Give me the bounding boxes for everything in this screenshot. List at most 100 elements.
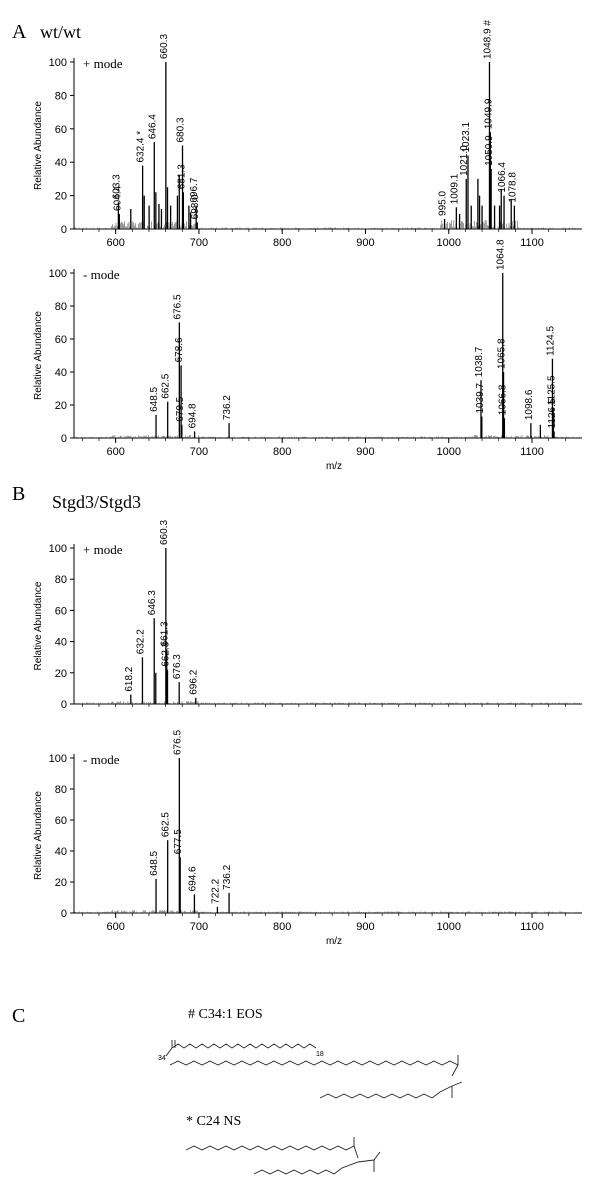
y-tick-label: 100 [49, 543, 67, 555]
ns-fatty-chain [185, 1145, 355, 1151]
eos-c18-sub: 18 [316, 1051, 324, 1058]
eos-ester-chain [171, 1043, 317, 1049]
panel-b-title: Stgd3/Stgd3 [52, 492, 141, 512]
peak-label: 1066.8 [497, 384, 508, 415]
panel-b-letter: B [12, 483, 25, 505]
baseline-noise [74, 910, 581, 913]
y-tick-label: 20 [55, 668, 67, 680]
peak-label: 679.5 [175, 396, 186, 421]
peak-label: 676.5 [172, 730, 183, 755]
y-tick-label: 20 [55, 400, 67, 412]
x-tick-label: 800 [273, 237, 291, 249]
y-axis-title: Relative Abundance [33, 791, 44, 880]
peak-label: 1125.5 [546, 375, 557, 405]
x-tick-label: 800 [273, 921, 291, 933]
peak-label: 1048.9 # [482, 20, 493, 59]
peak-label: 662.5 [161, 812, 172, 837]
peak-label: 646.4 [147, 114, 158, 139]
spectrum-b-positive: 0 20 40 60 80 100 Relative Abundance + mode 618.… [33, 520, 582, 711]
y-tick-label: 60 [55, 605, 67, 617]
eos-long-chain [169, 1060, 459, 1066]
peak-label: 995.0 [438, 191, 449, 216]
y-tick-label: 80 [55, 90, 67, 102]
eos-sphingoid-oh-bond [451, 1081, 463, 1087]
eos-c34-sub: 34 [158, 1055, 166, 1062]
y-tick-label: 20 [55, 191, 67, 203]
peak-label: 660.3 [159, 520, 170, 545]
panel-a-letter: A [12, 21, 27, 43]
ns-label: * C24 NS [186, 1114, 241, 1129]
peak-label: 696.2 [189, 669, 200, 694]
y-tick-label: 60 [55, 334, 67, 346]
structure-c24-ns: * C24 NS [185, 1114, 381, 1175]
peak-label: 1126.5 [547, 398, 558, 428]
x-axis-title: m/z [326, 461, 342, 472]
spectrum-a-negative: 0 20 40 60 80 100 600 700 800 900 1000 1100 Relative… [33, 239, 582, 472]
peak-label: 1066.4 [497, 162, 508, 193]
peak-label: 662.3 [161, 641, 172, 666]
y-tick-label: 40 [55, 846, 67, 858]
y-tick-label: 20 [55, 877, 67, 889]
spectrum-a-positive: 0 20 40 60 80 100 600 700 800 900 1000 1100 Relative… [33, 20, 582, 249]
x-tick-label: 600 [106, 237, 124, 249]
y-tick-label: 60 [55, 124, 67, 136]
peak-label: 736.2 [222, 864, 233, 889]
peak-label: 698.0 [190, 194, 201, 219]
peak-label: 1038.7 [474, 346, 485, 377]
peak-label: 662.5 [161, 373, 172, 398]
x-tick-label: 700 [190, 237, 208, 249]
baseline-noise [74, 435, 581, 438]
y-tick-label: 40 [55, 157, 67, 169]
peak-label: 1064.8 [496, 239, 507, 270]
peak-label: 632.2 [135, 629, 146, 654]
x-tick-label: 600 [106, 446, 124, 458]
peak-label: 1050.9 [484, 135, 495, 166]
y-tick-label: 0 [61, 224, 67, 236]
eos-sphingoid-chain [319, 1085, 453, 1099]
x-tick-label: 900 [356, 921, 374, 933]
y-tick-label: 60 [55, 815, 67, 827]
y-tick-label: 80 [55, 301, 67, 313]
spectrum-b-negative: 0 20 40 60 80 100 600 700 800 900 1000 1100 Relative… [33, 730, 582, 947]
y-tick-label: 40 [55, 367, 67, 379]
peak-label: 618.2 [124, 666, 135, 691]
mode-label: + mode [83, 542, 123, 557]
panel-c-letter: C [12, 1005, 25, 1027]
y-tick-label: 40 [55, 637, 67, 649]
mode-label: - mode [83, 267, 120, 282]
peak-label: 676.3 [172, 654, 183, 679]
mode-label: + mode [83, 56, 123, 71]
peak-label: 604.4 [112, 186, 123, 211]
x-tick-label: 700 [190, 921, 208, 933]
x-tick-label: 600 [106, 921, 124, 933]
peak-label: 646.3 [147, 590, 158, 615]
y-tick-label: 100 [49, 753, 67, 765]
peak-label: 1021.0 [459, 145, 470, 176]
y-tick-label: 100 [49, 268, 67, 280]
peak-label: 722.2 [210, 878, 221, 903]
peak-label: 1009.1 [449, 173, 460, 204]
peak-label: 632.4 * [136, 131, 147, 163]
y-tick-label: 0 [61, 908, 67, 920]
peak-label: 661.3 [160, 621, 171, 646]
peak-label: 681.3 [176, 164, 187, 189]
ns-oh-bond-1 [373, 1151, 381, 1161]
peak-label: 696.7 [189, 177, 200, 202]
eos-amide-bond [451, 1064, 459, 1077]
eos-ester-bond [165, 1047, 173, 1057]
peak-label: 677.5 [173, 829, 184, 854]
x-tick-label: 700 [190, 446, 208, 458]
y-axis-title: Relative Abundance [33, 101, 44, 190]
peak-label: 736.2 [222, 395, 233, 420]
x-tick-label: 1100 [520, 921, 544, 933]
peak-label: 1049.9 [483, 98, 494, 129]
peak-label: 694.8 [188, 403, 199, 428]
peak-label: 603.3 [111, 174, 122, 199]
y-axis-title: Relative Abundance [33, 311, 44, 400]
peak-label: 660.3 [159, 34, 170, 59]
x-tick-label: 1000 [437, 446, 461, 458]
y-tick-label: 100 [49, 57, 67, 69]
peak-label: 648.5 [149, 850, 160, 875]
y-tick-label: 80 [55, 574, 67, 586]
x-tick-label: 1000 [437, 237, 461, 249]
